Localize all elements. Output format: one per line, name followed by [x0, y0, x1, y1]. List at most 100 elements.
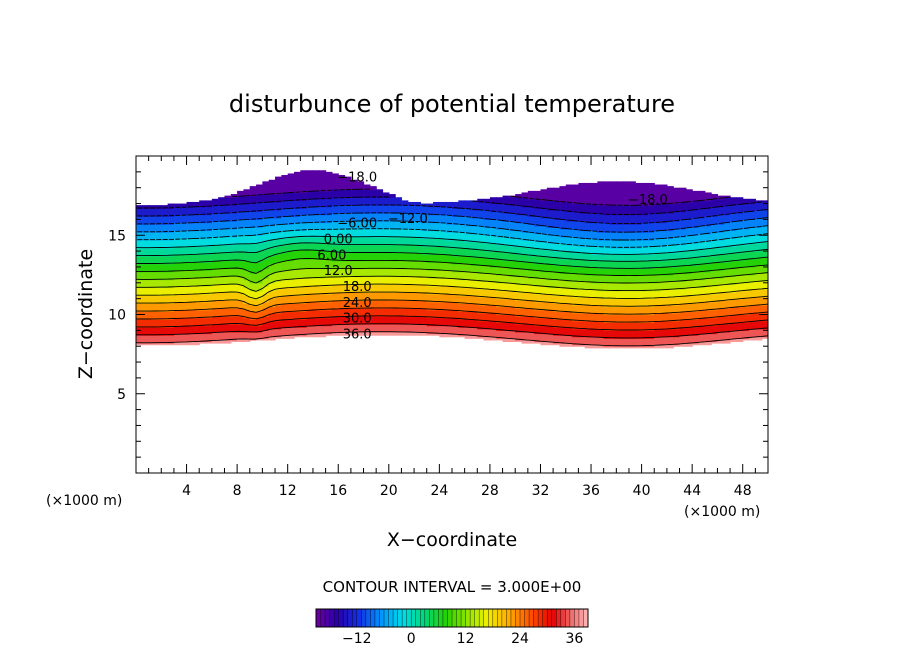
contour-fill-cell [306, 301, 314, 304]
contour-fill-cell [180, 262, 188, 265]
contour-fill-cell [300, 246, 308, 249]
contour-fill-cell [256, 327, 263, 330]
contour-fill-cell [376, 209, 384, 213]
contour-fill-cell [369, 325, 377, 328]
contour-fill-cell [148, 259, 156, 262]
contour-fill-cell [344, 186, 352, 189]
contour-fill-cell [294, 295, 301, 298]
contour-fill-cell [199, 262, 207, 265]
contour-fill-cell [395, 200, 403, 203]
contour-fill-cell [161, 211, 169, 214]
contour-fill-cell [237, 274, 245, 278]
contour-fill-cell [249, 316, 257, 319]
contour-fill-cell [369, 260, 377, 263]
contour-fill-cell [268, 262, 276, 265]
contour-fill-cell [218, 240, 226, 243]
contour-fill-cell [363, 263, 371, 266]
contour-fill-cell [186, 247, 194, 251]
contour-fill-cell [211, 233, 219, 236]
contour-fill-cell [192, 225, 200, 228]
contour-fill-cell [161, 213, 169, 216]
contour-fill-cell [211, 273, 219, 276]
contour-fill-cell [401, 254, 409, 257]
contour-fill-cell [262, 322, 270, 325]
contour-fill-cell [407, 220, 415, 224]
contour-fill-cell [382, 209, 390, 213]
contour-fill-cell [363, 316, 371, 319]
contour-fill-cell [426, 216, 434, 219]
contour-fill-cell [325, 289, 333, 292]
contour-fill-cell [262, 197, 270, 200]
contour-fill-cell [470, 262, 478, 265]
contour-fill-cell [306, 320, 314, 324]
contour-fill-cell [199, 227, 207, 230]
contour-fill-cell [230, 257, 238, 260]
contour-fill-cell [230, 232, 238, 235]
contour-fill-cell [180, 211, 188, 214]
contour-fill-cell [439, 220, 447, 224]
contour-fill-cell [275, 322, 282, 325]
contour-fill-cell [173, 265, 181, 268]
contour-fill-cell [281, 249, 289, 252]
contour-fill-cell [230, 300, 238, 303]
contour-fill-cell [306, 297, 314, 300]
contour-fill-cell [249, 235, 257, 238]
contour-fill-cell [268, 232, 276, 235]
contour-fill-cell [439, 209, 447, 213]
contour-fill-cell [275, 330, 282, 333]
contour-fill-cell [445, 327, 453, 330]
contour-fill-cell [344, 201, 352, 205]
contour-fill-cell [294, 179, 301, 182]
contour-fill-cell [262, 201, 270, 205]
contour-fill-cell [395, 236, 403, 240]
contour-fill-cell [306, 205, 314, 208]
contour-fill-cell [211, 224, 219, 227]
contour-fill-cell [300, 230, 308, 233]
contour-fill-cell [350, 206, 358, 209]
contour-fill-cell [281, 282, 289, 285]
contour-fill-cell [376, 279, 384, 282]
contour-fill-cell [331, 187, 339, 190]
contour-fill-cell [319, 285, 327, 289]
contour-fill-cell [401, 243, 409, 246]
contour-fill-cell [420, 224, 428, 227]
contour-fill-cell [300, 203, 308, 206]
contour-fill-cell [268, 273, 276, 276]
contour-fill-cell [350, 205, 358, 208]
contour-fill-cell [306, 194, 314, 197]
contour-fill-cell [199, 241, 207, 244]
contour-fill-cell [319, 224, 327, 227]
contour-fill-cell [325, 192, 333, 195]
contour-fill-cell [325, 322, 333, 325]
contour-fill-cell [331, 319, 339, 322]
contour-fill-cell [268, 298, 276, 301]
contour-fill-cell [161, 225, 169, 228]
contour-fill-cell [344, 295, 352, 298]
contour-fill-cell [154, 227, 162, 230]
contour-fill-cell [173, 263, 181, 266]
contour-fill-cell [211, 240, 219, 243]
contour-fill-cell [420, 293, 428, 297]
contour-fill-cell [312, 319, 320, 322]
contour-fill-cell [350, 319, 358, 322]
contour-fill-cell [382, 279, 390, 282]
contour-fill-cell [312, 206, 320, 209]
contour-fill-cell [230, 222, 238, 225]
contour-fill-cell [344, 184, 352, 187]
contour-fill-cell [363, 197, 371, 200]
contour-fill-cell [180, 244, 188, 247]
contour-fill-cell [199, 312, 207, 316]
contour-fill-cell [331, 328, 339, 331]
contour-fill-cell [414, 316, 421, 319]
contour-fill-cell [338, 265, 346, 268]
contour-fill-cell [388, 206, 396, 209]
contour-fill-cell [350, 314, 358, 317]
contour-fill-cell [452, 233, 459, 236]
contour-fill-cell [281, 292, 289, 295]
contour-fill-cell [205, 254, 213, 257]
contour-fill-cell [218, 325, 226, 328]
contour-fill-cell [268, 189, 276, 192]
contour-fill-cell [167, 314, 175, 317]
contour-fill-cell [306, 244, 314, 247]
contour-fill-cell [180, 251, 188, 254]
